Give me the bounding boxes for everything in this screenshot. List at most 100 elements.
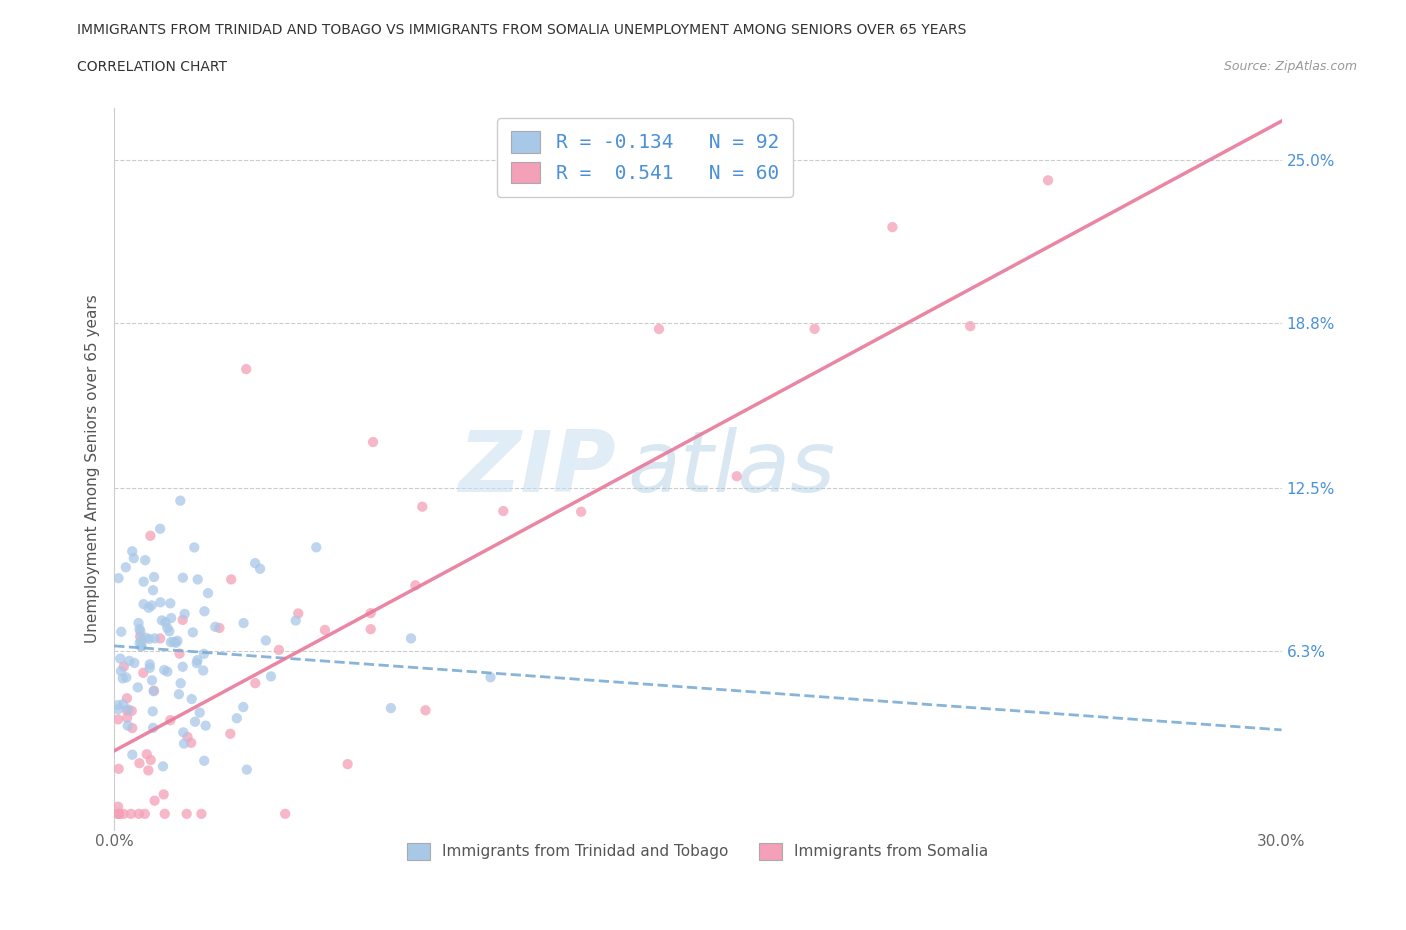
Text: IMMIGRANTS FROM TRINIDAD AND TOBAGO VS IMMIGRANTS FROM SOMALIA UNEMPLOYMENT AMON: IMMIGRANTS FROM TRINIDAD AND TOBAGO VS I… [77, 23, 967, 37]
Point [153, 662, 176, 677]
Point [404, 578, 426, 592]
Text: Source: ZipAtlas.com: Source: ZipAtlas.com [1223, 60, 1357, 73]
Point [284, 613, 307, 628]
Point [135, 631, 157, 645]
Point [129, 629, 152, 644]
Point [143, 793, 166, 808]
Point [169, 646, 191, 661]
Point [122, 551, 145, 565]
Point [152, 787, 174, 802]
Point [360, 622, 382, 637]
Point [197, 586, 219, 601]
Point [188, 705, 211, 720]
Point [361, 434, 384, 449]
Point [134, 806, 156, 821]
Text: atlas: atlas [628, 427, 835, 511]
Point [132, 665, 155, 680]
Point [176, 729, 198, 744]
Point [186, 653, 208, 668]
Point [245, 676, 267, 691]
Point [157, 624, 180, 639]
Point [150, 613, 173, 628]
Point [169, 493, 191, 508]
Point [186, 656, 208, 671]
Point [139, 528, 162, 543]
Point [121, 721, 143, 736]
Point [139, 752, 162, 767]
Point [219, 572, 242, 587]
Point [138, 631, 160, 646]
Point [172, 570, 194, 585]
Point [138, 600, 160, 615]
Point [115, 711, 138, 725]
Point [411, 499, 433, 514]
Point [305, 540, 328, 555]
Point [190, 806, 212, 821]
Point [219, 726, 242, 741]
Point [1036, 173, 1059, 188]
Point [121, 544, 143, 559]
Point [882, 219, 904, 234]
Point [107, 762, 129, 777]
Point [128, 636, 150, 651]
Point [141, 598, 163, 613]
Point [107, 571, 129, 586]
Point [314, 622, 336, 637]
Point [163, 634, 186, 649]
Point [249, 562, 271, 577]
Point [131, 639, 153, 654]
Point [108, 806, 131, 821]
Point [132, 574, 155, 589]
Point [128, 756, 150, 771]
Point [129, 633, 152, 648]
Point [415, 703, 437, 718]
Point [115, 670, 138, 684]
Point [155, 615, 177, 630]
Point [142, 721, 165, 736]
Point [112, 697, 135, 711]
Point [193, 753, 215, 768]
Point [117, 702, 139, 717]
Point [115, 703, 138, 718]
Point [803, 322, 825, 337]
Point [114, 560, 136, 575]
Point [152, 759, 174, 774]
Point [121, 703, 143, 718]
Point [108, 806, 131, 821]
Point [169, 676, 191, 691]
Point [112, 659, 135, 674]
Point [120, 806, 142, 821]
Point [172, 613, 194, 628]
Point [143, 569, 166, 584]
Point [127, 680, 149, 695]
Point [267, 643, 290, 658]
Point [479, 670, 502, 684]
Point [159, 712, 181, 727]
Point [117, 718, 139, 733]
Point [156, 664, 179, 679]
Point [128, 616, 150, 631]
Point [132, 597, 155, 612]
Point [110, 624, 132, 639]
Point [569, 504, 592, 519]
Point [194, 718, 217, 733]
Point [107, 702, 129, 717]
Point [166, 633, 188, 648]
Point [143, 631, 166, 645]
Point [492, 504, 515, 519]
Point [149, 631, 172, 645]
Point [180, 736, 202, 751]
Point [134, 552, 156, 567]
Text: CORRELATION CHART: CORRELATION CHART [77, 60, 228, 74]
Point [959, 319, 981, 334]
Point [236, 763, 259, 777]
Point [141, 673, 163, 688]
Point [181, 625, 204, 640]
Y-axis label: Unemployment Among Seniors over 65 years: Unemployment Among Seniors over 65 years [86, 295, 100, 644]
Point [112, 806, 135, 821]
Point [165, 635, 187, 650]
Point [399, 631, 422, 645]
Point [173, 606, 195, 621]
Point [143, 684, 166, 698]
Point [107, 806, 129, 821]
